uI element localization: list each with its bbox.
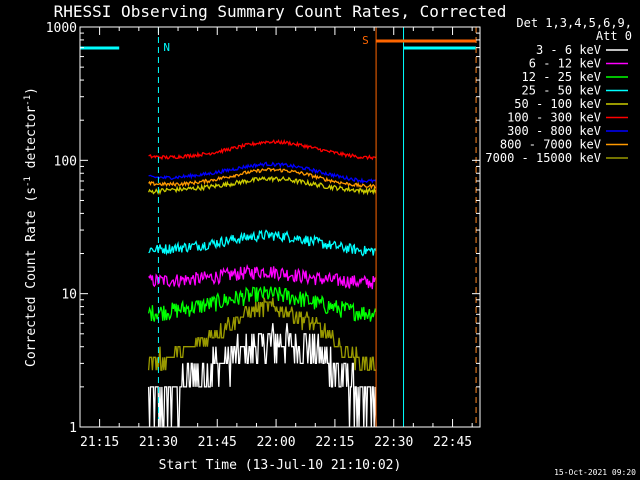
legend-entry-label: 100 - 300 keV: [507, 111, 601, 125]
x-tick-label: 22:00: [257, 435, 296, 450]
y-tick-label: 1000: [46, 21, 77, 36]
x-tick-label: 22:45: [433, 435, 472, 450]
x-tick-label: 21:15: [80, 435, 119, 450]
axes: 1 10 100 1000 21:15 21:30 21:45 22:00 22:15 22:30…: [46, 21, 481, 450]
series-line-1: [148, 263, 377, 290]
series-line-3: [148, 229, 377, 257]
series-line-6: [148, 161, 377, 184]
series-line-4: [148, 175, 377, 196]
series-line-8: [147, 297, 377, 371]
y-tick-label: 1: [69, 421, 77, 436]
legend-entry-label: 6 - 12 keV: [529, 57, 601, 71]
x-tick-label: 21:30: [139, 435, 178, 450]
legend-entry-label: 25 - 50 keV: [522, 84, 601, 98]
legend-entry-label: 3 - 6 keV: [536, 43, 601, 57]
x-tick-label: 22:15: [315, 435, 354, 450]
legend-entry-label: 7000 - 15000 keV: [485, 151, 601, 165]
x-axis-label: Start Time (13-Jul-10 21:10:02): [159, 458, 402, 473]
plot-frame: [79, 26, 481, 428]
night-marker-label: N: [163, 41, 170, 54]
y-tick-label: 10: [61, 288, 77, 303]
series-line-2: [147, 286, 377, 322]
legend-entry-label: 300 - 800 keV: [507, 124, 601, 138]
plot-area: NS: [79, 27, 477, 428]
x-tick-label: 21:45: [198, 435, 237, 450]
series-line-0: [147, 323, 377, 428]
series-line-5: [148, 138, 377, 161]
y-axis-label: Corrected Count Rate (s-1 detector-1): [23, 87, 39, 367]
y-tick-label: 100: [54, 154, 77, 169]
legend-entry-label: 12 - 25 keV: [522, 70, 601, 84]
series-line-7: [148, 167, 377, 190]
saa-marker-label: S: [362, 34, 369, 47]
x-tick-label: 22:30: [374, 435, 413, 450]
legend-entry-label: 800 - 7000 keV: [500, 138, 601, 152]
footer-timestamp: 15-Oct-2021 09:20: [554, 468, 636, 477]
chart-title: RHESSI Observing Summary Count Rates, Co…: [54, 2, 507, 21]
legend-header-line1: Det 1,3,4,5,6,9,: [516, 16, 632, 30]
legend-header-line2: Att 0: [596, 29, 632, 43]
legend-entry-label: 50 - 100 keV: [514, 97, 601, 111]
